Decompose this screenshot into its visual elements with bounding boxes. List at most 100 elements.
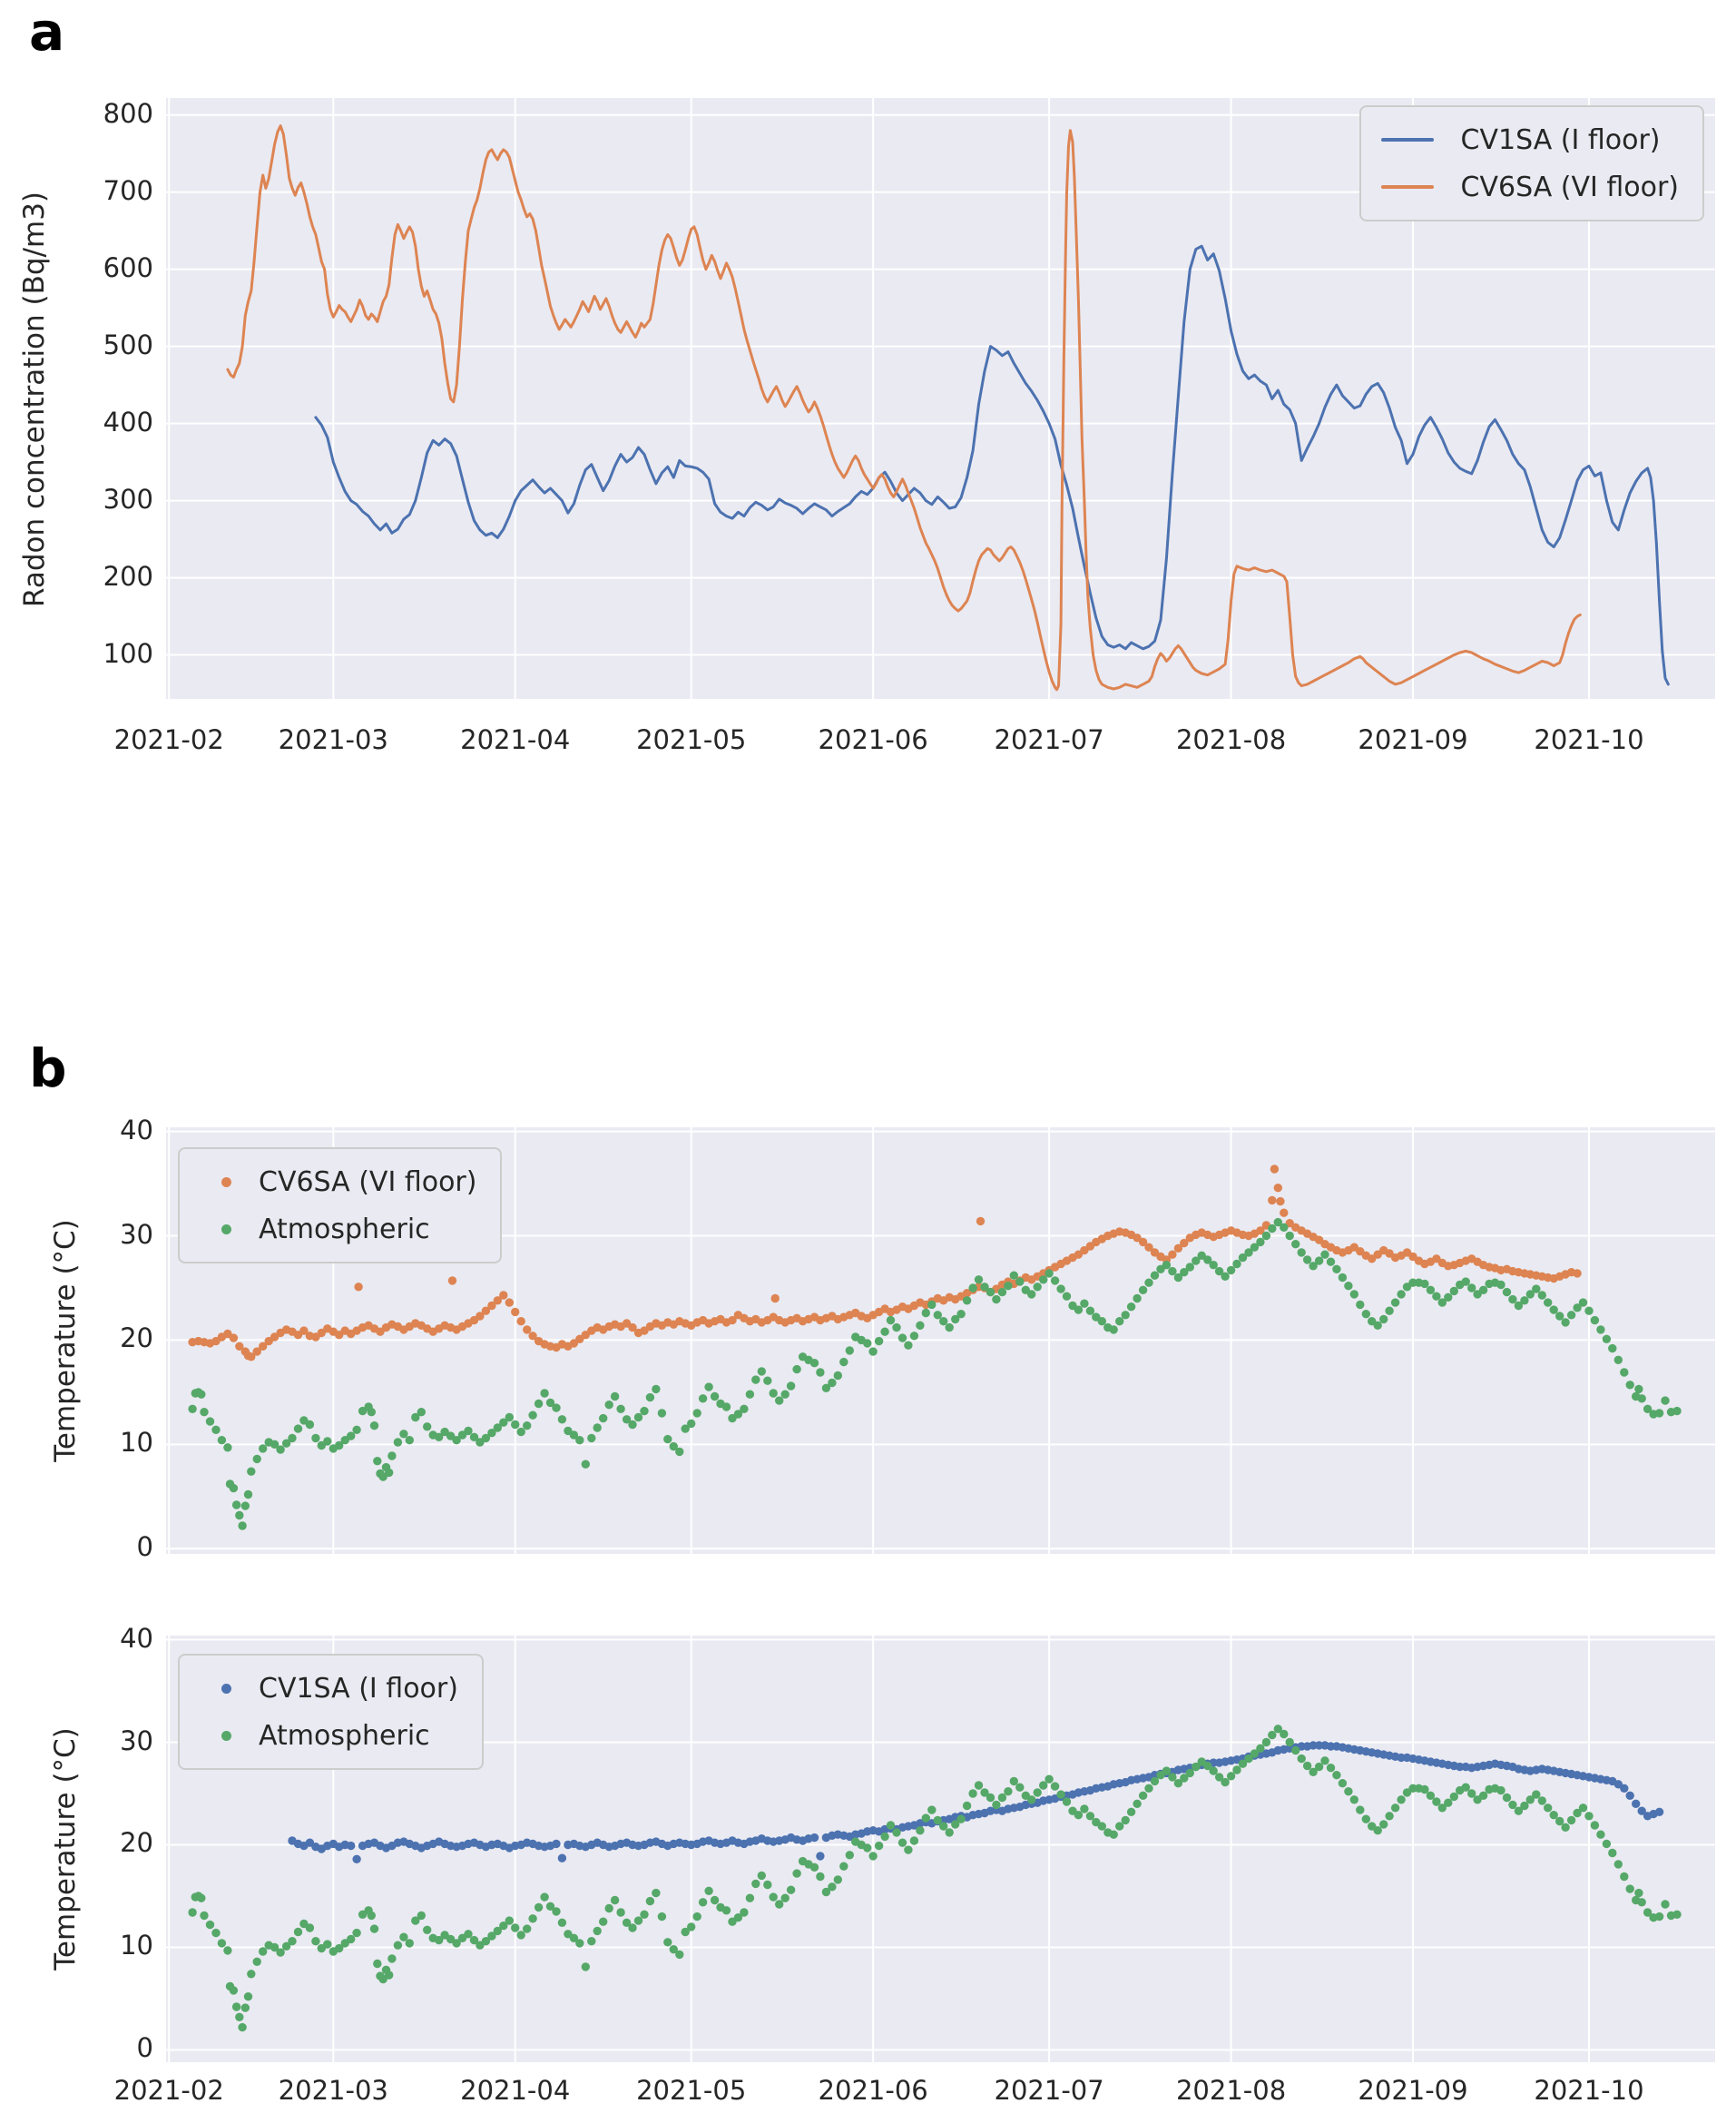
y-tick-label: 20 — [120, 1322, 153, 1354]
data-point — [1045, 1269, 1054, 1278]
data-point — [1062, 1292, 1072, 1301]
data-point — [1121, 1311, 1130, 1320]
data-point — [299, 1326, 309, 1335]
data-point — [545, 1398, 555, 1408]
data-point — [435, 1432, 444, 1442]
data-point — [347, 1431, 356, 1440]
data-point — [945, 1828, 954, 1837]
data-point — [740, 1404, 749, 1414]
data-point — [223, 1946, 232, 1955]
data-point — [1379, 1314, 1388, 1324]
data-point — [604, 1401, 613, 1410]
data-point — [399, 1430, 408, 1439]
x-tick-label: 2021-09 — [1358, 2075, 1468, 2106]
data-point — [197, 1893, 206, 1902]
data-point — [229, 1333, 239, 1342]
data-point — [897, 1333, 907, 1342]
data-point — [1280, 1223, 1289, 1233]
data-point — [1150, 1248, 1160, 1257]
data-point — [405, 1436, 414, 1445]
data-point — [1173, 1243, 1183, 1253]
data-point — [1408, 1278, 1417, 1287]
data-point — [1373, 1321, 1382, 1331]
data-point — [1045, 1774, 1054, 1784]
data-point — [751, 1375, 760, 1384]
data-point — [599, 1413, 608, 1423]
data-point — [311, 1433, 320, 1443]
data-point — [1385, 1812, 1394, 1821]
data-point — [1074, 1305, 1084, 1314]
data-point — [581, 1962, 590, 1971]
data-point — [1573, 1808, 1582, 1818]
data-point — [1150, 1271, 1160, 1280]
data-point — [1273, 1184, 1283, 1193]
data-point — [1620, 1368, 1629, 1377]
data-point — [1285, 1737, 1294, 1747]
data-point — [481, 1937, 491, 1946]
data-point — [493, 1926, 502, 1936]
data-point — [1338, 1779, 1348, 1788]
data-point — [1180, 1238, 1189, 1248]
data-point — [698, 1394, 708, 1403]
data-point — [786, 1885, 796, 1894]
data-point — [1039, 1781, 1048, 1790]
data-point — [1661, 1396, 1670, 1405]
data-point — [552, 1907, 561, 1916]
x-tick-label: 2021-04 — [460, 724, 571, 755]
data-point — [1085, 1306, 1095, 1315]
data-point — [493, 1423, 502, 1432]
data-point — [675, 1447, 684, 1457]
data-point — [681, 1424, 690, 1433]
data-point — [616, 1404, 625, 1414]
data-point — [1561, 1823, 1570, 1833]
data-point — [687, 1419, 696, 1429]
data-point — [1115, 1317, 1124, 1326]
x-tick-label: 2021-05 — [636, 2075, 747, 2106]
data-point — [223, 1443, 232, 1452]
data-point — [1015, 1783, 1025, 1792]
data-point — [1168, 1266, 1177, 1276]
data-point — [692, 1409, 701, 1418]
data-point — [645, 1392, 655, 1402]
data-point — [1643, 1908, 1653, 1917]
data-point — [1309, 1262, 1318, 1271]
data-point — [352, 1854, 361, 1863]
data-point — [511, 1923, 520, 1932]
data-point — [1126, 1807, 1136, 1817]
data-point — [317, 1328, 326, 1338]
data-point — [669, 1945, 678, 1954]
data-point — [1385, 1306, 1394, 1315]
data-point — [1285, 1231, 1294, 1241]
data-point — [211, 1425, 221, 1435]
legend-item: CV6SA (VI floor) — [1380, 163, 1679, 211]
data-point — [1109, 1830, 1118, 1839]
data-point — [1209, 1261, 1218, 1270]
legend-item: Atmospheric — [200, 1205, 476, 1253]
data-point — [457, 1430, 467, 1440]
data-point — [1496, 1280, 1506, 1290]
data-point — [1634, 1384, 1643, 1394]
legend-item: CV1SA (I floor) — [200, 1665, 458, 1712]
data-point — [299, 1416, 309, 1425]
data-point — [622, 1415, 632, 1424]
data-point — [939, 1317, 948, 1326]
y-tick-label: 0 — [136, 1531, 153, 1563]
data-point — [511, 1420, 520, 1430]
data-point — [1250, 1749, 1260, 1758]
data-point — [252, 1347, 261, 1356]
data-point — [1590, 1315, 1600, 1325]
data-point — [205, 1417, 215, 1426]
data-point — [347, 1934, 356, 1944]
data-point — [1368, 1822, 1377, 1831]
y-tick-label: 700 — [103, 174, 153, 206]
data-point — [528, 1914, 537, 1923]
data-point — [376, 1327, 385, 1336]
data-point — [1672, 1910, 1682, 1919]
data-point — [252, 1454, 261, 1464]
data-point — [599, 1917, 608, 1926]
data-point — [276, 1445, 285, 1454]
data-point — [633, 1916, 643, 1925]
data-point — [933, 1311, 943, 1320]
data-point — [231, 1500, 241, 1509]
data-point — [1273, 1725, 1283, 1734]
